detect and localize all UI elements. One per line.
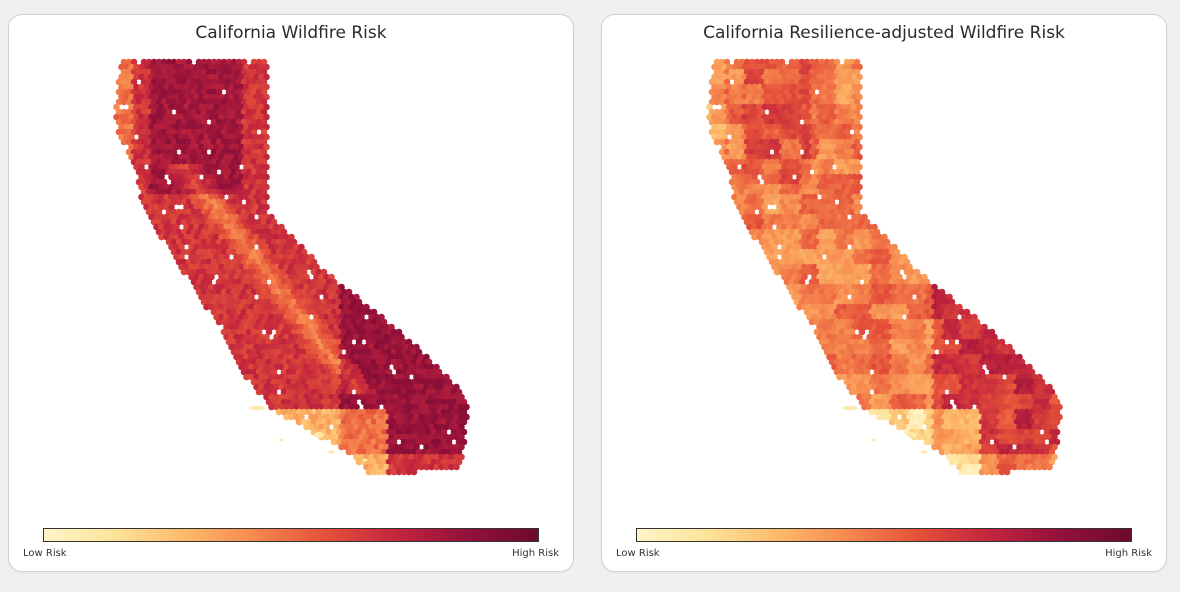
risk-colorbar — [43, 528, 539, 542]
island-shape — [955, 458, 961, 462]
island-shape — [907, 432, 917, 438]
risk-colorbar — [636, 528, 1132, 542]
hex-cells — [113, 58, 470, 476]
colorbar-high-label: High Risk — [512, 548, 559, 559]
island-shape — [279, 438, 283, 442]
hex-cells — [706, 58, 1063, 476]
california-adjusted-risk-map — [706, 58, 1063, 476]
california-risk-map — [113, 58, 470, 476]
map-panel-resilience-adjusted-risk: California Resilience-adjusted Wildfire … — [601, 14, 1167, 572]
island-shape — [328, 450, 334, 454]
island-shape — [872, 438, 876, 442]
island-shape — [249, 406, 265, 410]
island-shape — [314, 432, 324, 438]
panel-title: California Wildfire Risk — [195, 23, 387, 43]
island-shape — [921, 450, 927, 454]
colorbar-low-label: Low Risk — [23, 548, 67, 559]
panel-title: California Resilience-adjusted Wildfire … — [703, 23, 1065, 43]
colorbar-high-label: High Risk — [1105, 548, 1152, 559]
map-panel-wildfire-risk: California Wildfire Risk Low Risk High R… — [8, 14, 574, 572]
island-shape — [362, 458, 368, 462]
island-shape — [842, 406, 858, 410]
colorbar-low-label: Low Risk — [616, 548, 660, 559]
